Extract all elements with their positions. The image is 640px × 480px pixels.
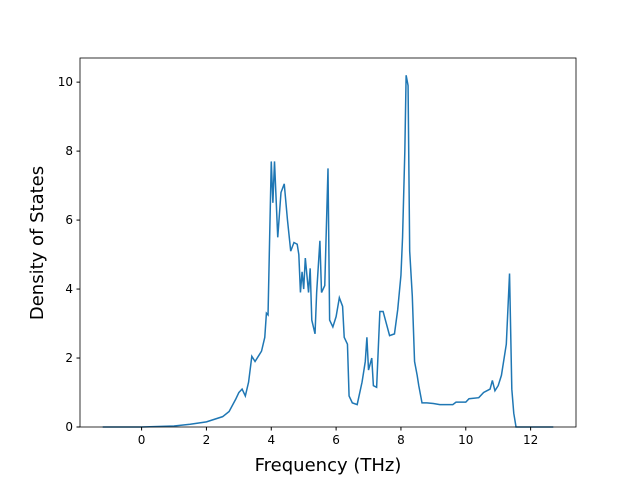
y-tick-label: 10 bbox=[58, 75, 73, 89]
x-tick-label: 12 bbox=[523, 433, 538, 447]
x-axis-label: Frequency (THz) bbox=[255, 455, 402, 476]
data-line bbox=[102, 75, 554, 428]
plot-frame bbox=[79, 57, 577, 428]
x-tick-label: 0 bbox=[138, 433, 146, 447]
x-tick-label: 2 bbox=[203, 433, 211, 447]
x-tick-label: 6 bbox=[332, 433, 340, 447]
y-tick-label: 0 bbox=[65, 420, 73, 434]
y-tick-label: 2 bbox=[65, 351, 73, 365]
y-tick-label: 6 bbox=[65, 213, 73, 227]
y-tick-label: 8 bbox=[65, 144, 73, 158]
x-tick-label: 4 bbox=[267, 433, 275, 447]
y-tick-label: 4 bbox=[65, 282, 73, 296]
y-axis-label: Density of States bbox=[27, 166, 48, 320]
x-tick-label: 8 bbox=[397, 433, 405, 447]
x-tick-label: 10 bbox=[458, 433, 473, 447]
